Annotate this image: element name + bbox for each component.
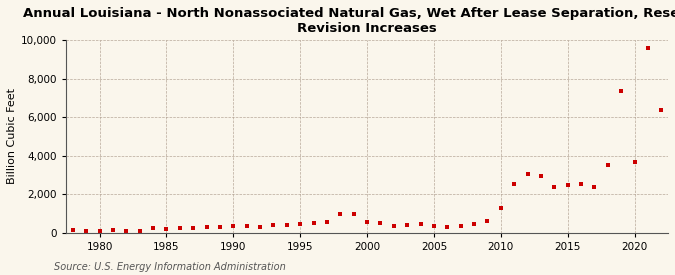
Title: Annual Louisiana - North Nonassociated Natural Gas, Wet After Lease Separation, : Annual Louisiana - North Nonassociated N… [23, 7, 675, 35]
Text: Source: U.S. Energy Information Administration: Source: U.S. Energy Information Administ… [54, 262, 286, 272]
Y-axis label: Billion Cubic Feet: Billion Cubic Feet [7, 88, 17, 185]
